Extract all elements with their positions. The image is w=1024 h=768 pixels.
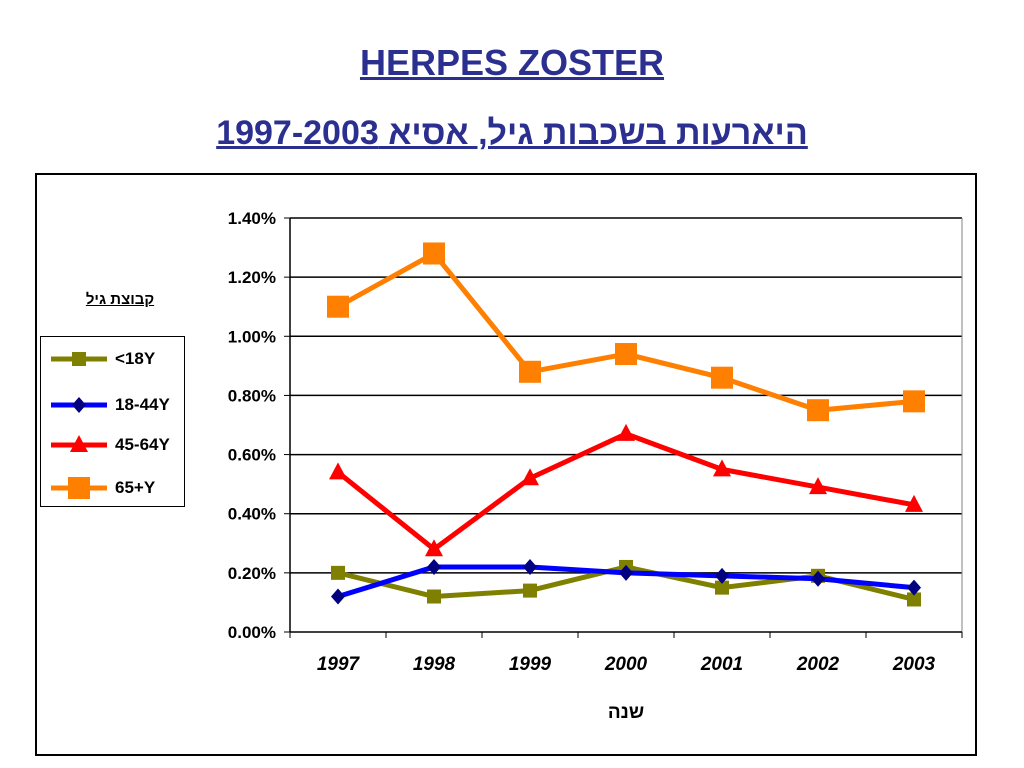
data-point-18-44 [811, 570, 825, 587]
chart-title: HERPES ZOSTER [359, 42, 665, 83]
data-point-45-64 [329, 462, 347, 480]
y-tick-label: 0.40% [228, 505, 276, 524]
data-point-18-44 [715, 567, 729, 584]
legend-item-45-64: 45-64Y [49, 433, 184, 457]
data-point-under-18 [331, 565, 345, 580]
data-point-under-18 [523, 583, 537, 598]
y-tick-label: 0.60% [228, 446, 276, 465]
legend-label-under-18: <18Y [115, 349, 156, 368]
legend-swatch-18-44 [51, 397, 107, 413]
legend-title: קבוצת גיל [85, 291, 155, 308]
y-tick-label: 0.80% [228, 386, 276, 405]
data-point-18-44 [331, 588, 345, 605]
series-line-45-64 [336, 431, 915, 552]
x-tick-label: 2001 [700, 654, 743, 675]
x-tick-label: 2003 [892, 654, 936, 675]
y-tick-label: 1.40% [228, 209, 276, 228]
data-point-65-plus [327, 295, 349, 318]
y-tick-label: 1.20% [228, 268, 276, 287]
legend-item-under-18: <18Y [49, 347, 184, 371]
data-point-65-plus [903, 390, 925, 413]
data-point-18-44 [523, 558, 537, 575]
data-point-under-18 [907, 592, 921, 607]
data-point-18-44 [907, 579, 921, 596]
legend-swatch-45-64 [51, 435, 107, 452]
data-point-45-64 [425, 539, 443, 557]
x-tick-label: 2000 [604, 654, 648, 675]
legend-marker-18-44 [72, 397, 86, 413]
data-point-45-64 [713, 459, 731, 477]
x-tick-label: 1997 [317, 654, 361, 675]
x-axis-label: שנה [608, 702, 644, 723]
data-point-65-plus [807, 399, 829, 422]
legend-label-65-plus: 65+Y [115, 478, 156, 497]
legend: <18Y 18-44Y 45-64Y 65+Y [40, 336, 185, 507]
legend-item-65-plus: 65+Y [49, 476, 184, 500]
legend-item-18-44: 18-44Y [49, 393, 184, 417]
x-tick-label: 2002 [796, 654, 840, 675]
legend-marker-under-18 [72, 352, 86, 366]
data-point-65-plus [615, 343, 637, 366]
data-point-under-18 [715, 580, 729, 595]
legend-label-18-44: 18-44Y [115, 395, 170, 414]
x-tick-label: 1998 [413, 654, 456, 675]
data-point-18-44 [619, 564, 633, 581]
data-point-45-64 [521, 468, 539, 486]
data-point-45-64 [905, 494, 923, 512]
data-point-45-64 [617, 423, 635, 441]
data-point-65-plus [519, 360, 541, 383]
chart-subtitle: היארעות בשכבות גיל, אסיא 1997-2003 [216, 114, 808, 152]
x-tick-label: 1999 [509, 654, 552, 675]
legend-marker-45-64 [70, 435, 88, 452]
legend-label-45-64: 45-64Y [115, 435, 170, 454]
data-point-45-64 [809, 477, 827, 495]
y-tick-label: 0.00% [228, 623, 276, 642]
legend-swatch-under-18 [51, 352, 107, 366]
data-point-under-18 [427, 589, 441, 604]
y-tick-label: 1.00% [228, 327, 276, 346]
data-point-18-44 [427, 558, 441, 575]
legend-marker-65-plus [68, 477, 90, 499]
legend-swatch-65-plus [51, 477, 107, 499]
data-point-65-plus [711, 366, 733, 389]
chart-frame [35, 173, 977, 756]
y-tick-label: 0.20% [228, 564, 276, 583]
data-point-65-plus [423, 242, 445, 265]
